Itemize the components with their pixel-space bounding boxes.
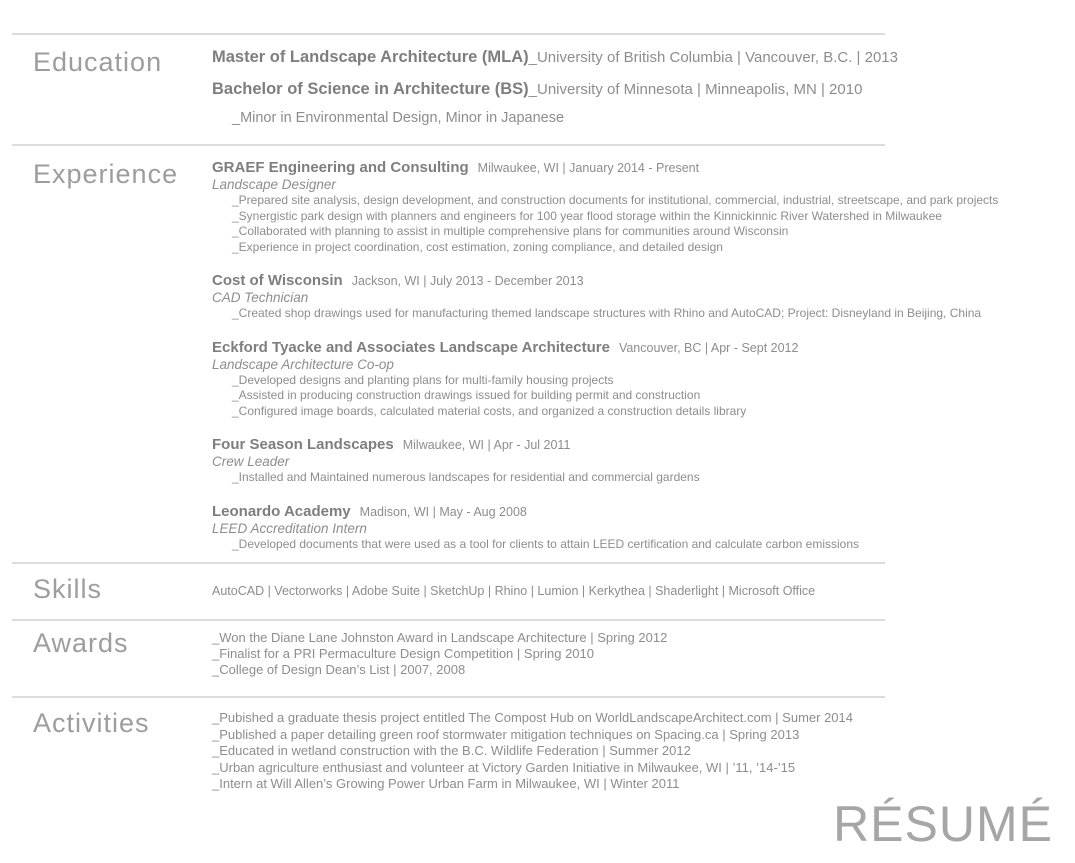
- job-entry-four-season: Four Season Landscapes Milwaukee, WI | Ap…: [212, 436, 1059, 486]
- experience-content: GRAEF Engineering and Consulting Milwauke…: [212, 159, 1075, 552]
- job-bullet: _Created shop drawings used for manufact…: [232, 306, 982, 320]
- degree-title: Master of Landscape Architecture (MLA): [212, 48, 529, 66]
- activity-item: _Urban agriculture enthusiast and volunt…: [212, 759, 796, 775]
- job-bullet: _Assisted in producing construction draw…: [232, 388, 701, 402]
- job-bullets: _Developed documents that were used as a…: [212, 537, 1059, 553]
- job-entry-eckford-tyacke: Eckford Tyacke and Associates Landscape …: [212, 339, 1059, 420]
- degree-details: _University of Minnesota | Minneapolis, …: [528, 81, 863, 98]
- job-org-line: GRAEF Engineering and Consulting Milwauke…: [212, 159, 1059, 177]
- job-bullets: _Installed and Maintained numerous lands…: [212, 470, 1059, 486]
- awards-content: _Won the Diane Lane Johnston Award in La…: [212, 628, 1075, 678]
- job-entry-leonardo-academy: Leonardo Academy Madison, WI | May - Aug …: [212, 503, 1059, 553]
- section-awards: Awards _Won the Diane Lane Johnston Awar…: [0, 621, 1075, 696]
- job-entry-cost-of-wisconsin: Cost of Wisconsin Jackson, WI | July 2013…: [212, 272, 1059, 322]
- job-bullet: _Configured image boards, calculated mat…: [232, 403, 747, 418]
- job-organization: Eckford Tyacke and Associates Landscape …: [212, 338, 610, 356]
- education-heading-column: Education: [0, 47, 212, 78]
- skills-heading-column: Skills: [0, 574, 212, 605]
- job-org-line: Eckford Tyacke and Associates Landscape …: [212, 339, 1059, 357]
- awards-heading-column: Awards: [0, 628, 212, 659]
- activities-heading-column: Activities: [0, 708, 212, 739]
- skills-list: AutoCAD | Vectorworks | Adobe Suite | Sk…: [212, 584, 816, 598]
- job-location-dates: Jackson, WI | July 2013 - December 2013: [351, 274, 584, 288]
- experience-heading-column: Experience: [0, 159, 212, 190]
- job-title: LEED Accreditation Intern: [212, 520, 367, 536]
- job-org-line: Leonardo Academy Madison, WI | May - Aug …: [212, 503, 1059, 521]
- job-bullets: _Prepared site analysis, design developm…: [212, 193, 1059, 255]
- divider-experience-skills: [12, 562, 885, 564]
- job-bullet: _Prepared site analysis, design developm…: [232, 193, 999, 207]
- award-item: _Finalist for a PRI Permaculture Design …: [212, 646, 595, 662]
- section-activities: Activities _Pubished a graduate thesis p…: [0, 698, 1075, 793]
- job-org-line: Four Season Landscapes Milwaukee, WI | Ap…: [212, 436, 1059, 454]
- degree-details: _University of British Columbia | Vancou…: [528, 49, 898, 66]
- job-location-dates: Vancouver, BC | Apr - Sept 2012: [618, 340, 799, 355]
- job-org-line: Cost of Wisconsin Jackson, WI | July 2013…: [212, 272, 1059, 290]
- education-content: Master of Landscape Architecture (MLA)_U…: [212, 47, 1075, 128]
- award-item: _College of Design Dean’s List | 2007, 2…: [212, 662, 466, 678]
- resume-page: Education Master of Landscape Architectu…: [0, 33, 1075, 863]
- job-title: Crew Leader: [212, 454, 290, 469]
- job-title: CAD Technician: [212, 290, 309, 305]
- job-bullet: _Developed documents that were used as a…: [232, 536, 860, 551]
- education-minor-note: _Minor in Environmental Design, Minor in…: [232, 110, 565, 126]
- resume-watermark: RÉSUMÉ: [833, 796, 1053, 852]
- experience-heading: Experience: [33, 159, 179, 189]
- divider-skills-awards: [12, 619, 885, 622]
- job-bullet: _Experience in project coordination, cos…: [232, 239, 723, 254]
- job-organization: Leonardo Academy: [212, 502, 351, 520]
- job-bullet: _Developed designs and planting plans fo…: [232, 372, 614, 387]
- divider-awards-activities: [12, 696, 885, 699]
- divider-education-experience: [12, 144, 885, 146]
- job-title: Landscape Designer: [212, 177, 336, 192]
- job-location-dates: Milwaukee, WI | Apr - Jul 2011: [402, 438, 571, 452]
- job-bullets: _Created shop drawings used for manufact…: [212, 306, 1059, 322]
- activities-heading: Activities: [33, 708, 150, 739]
- activity-item: _Published a paper detailing green roof …: [212, 726, 800, 742]
- job-entry-graef: GRAEF Engineering and Consulting Milwauke…: [212, 159, 1059, 255]
- job-organization: GRAEF Engineering and Consulting: [212, 159, 469, 176]
- activity-item: _Educated in wetland construction with t…: [212, 743, 691, 759]
- skills-content: AutoCAD | Vectorworks | Adobe Suite | Sk…: [212, 574, 1075, 599]
- job-organization: Four Season Landscapes: [212, 436, 394, 453]
- job-bullet: _Collaborated with planning to assist in…: [232, 224, 789, 238]
- degree-entry: Master of Landscape Architecture (MLA)_U…: [212, 47, 1059, 68]
- degree-title: Bachelor of Science in Architecture (BS): [212, 80, 529, 98]
- section-experience: Experience GRAEF Engineering and Consult…: [0, 146, 1075, 562]
- education-heading: Education: [33, 47, 163, 77]
- section-education: Education Master of Landscape Architectu…: [0, 35, 1075, 144]
- job-location-dates: Madison, WI | May - Aug 2008: [359, 504, 527, 519]
- job-location-dates: Milwaukee, WI | January 2014 - Present: [477, 161, 700, 175]
- divider-top: [12, 33, 885, 35]
- job-bullets: _Developed designs and planting plans fo…: [212, 373, 1059, 420]
- awards-heading: Awards: [33, 628, 129, 659]
- skills-heading: Skills: [33, 574, 103, 604]
- degree-entry: Bachelor of Science in Architecture (BS)…: [212, 79, 1059, 100]
- award-item: _Won the Diane Lane Johnston Award in La…: [212, 630, 668, 646]
- section-skills: Skills AutoCAD | Vectorworks | Adobe Sui…: [0, 564, 1075, 619]
- job-bullet: _Synergistic park design with planners a…: [232, 208, 942, 223]
- job-title: Landscape Architecture Co-op: [212, 356, 394, 372]
- job-bullet: _Installed and Maintained numerous lands…: [232, 470, 700, 484]
- activity-item: _Intern at Will Allen’s Growing Power Ur…: [212, 776, 680, 792]
- job-organization: Cost of Wisconsin: [212, 272, 343, 289]
- activity-item: _Pubished a graduate thesis project enti…: [212, 710, 853, 726]
- activities-content: _Pubished a graduate thesis project enti…: [212, 708, 1075, 793]
